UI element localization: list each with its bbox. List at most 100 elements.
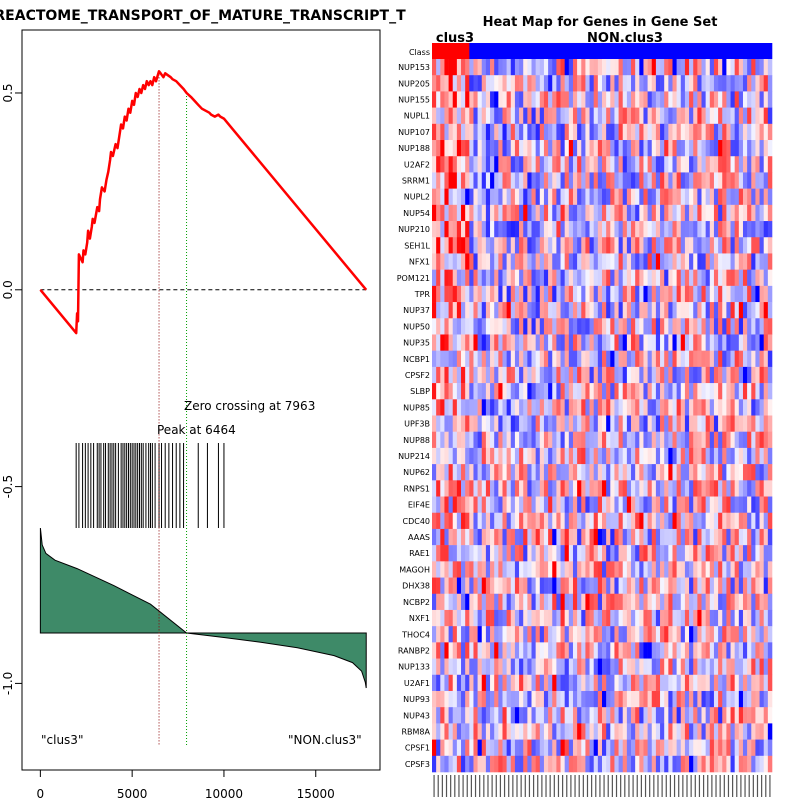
heatmap-cell [622, 383, 628, 400]
heatmap-cell [668, 285, 673, 303]
heatmap-cell [581, 156, 586, 173]
sample-column-tick [562, 775, 564, 797]
heatmap-cell [689, 204, 694, 222]
sample-column-tick [752, 775, 754, 797]
heatmap-cell [506, 545, 512, 562]
heatmap-cell [593, 75, 599, 92]
heatmap-cell [606, 75, 611, 92]
heatmap-cell [456, 366, 462, 384]
heatmap-cell [444, 107, 449, 125]
heatmap-cell [602, 707, 607, 724]
heatmap-cell [519, 609, 524, 627]
heatmap-cell [519, 528, 524, 546]
heatmap-cell [631, 172, 636, 189]
heatmap-cell [597, 350, 603, 368]
heatmap-cell [747, 383, 752, 400]
x-tick-label: 0 [37, 787, 45, 800]
heatmap-cell [730, 75, 735, 92]
heatmap-cell [444, 642, 449, 659]
heatmap-cell [680, 302, 686, 319]
heatmap-cell [531, 755, 536, 773]
heatmap-cell [589, 123, 595, 141]
heatmap-cell [444, 285, 449, 303]
heatmap-cell [701, 253, 706, 270]
sample-column-tick [669, 775, 672, 797]
heatmap-cell [751, 334, 756, 351]
sample-column-tick [732, 775, 734, 797]
heatmap-cell [631, 723, 636, 740]
heatmap-cell [502, 221, 507, 238]
heatmap-cell [701, 221, 706, 238]
heatmap-cell [626, 285, 632, 303]
heatmap-cell [639, 399, 644, 416]
heatmap-cell [668, 447, 673, 465]
heatmap-cell [481, 172, 487, 189]
heatmap-cell [610, 318, 615, 335]
heatmap-cell [461, 75, 466, 92]
heatmap-cell [722, 739, 727, 757]
heatmap-cell [631, 464, 636, 481]
heatmap-cell [494, 59, 499, 76]
heatmap-cell [614, 545, 619, 562]
heatmap-cell [647, 253, 653, 270]
heatmap-cell [506, 59, 512, 76]
heatmap-cell [477, 480, 483, 497]
heatmap-cell [469, 334, 474, 351]
heatmap-cell [713, 480, 719, 497]
heatmap-cell [577, 188, 582, 206]
heatmap-cell [564, 447, 570, 465]
heatmap-cell [465, 285, 470, 303]
heatmap-cell [701, 626, 706, 643]
heatmap-cell [705, 366, 711, 384]
heatmap-cell [767, 107, 773, 125]
heatmap-cell [742, 593, 748, 611]
heatmap-cell [697, 415, 702, 432]
sample-column-tick [591, 775, 593, 797]
heatmap-cell [498, 658, 503, 676]
heatmap-cell [660, 383, 665, 400]
gene-row-label: NUPL2 [404, 193, 430, 202]
heatmap-cell [722, 123, 727, 141]
heatmap-cell [568, 447, 574, 465]
heatmap-cell [631, 59, 636, 76]
heatmap-cell [473, 140, 478, 157]
heatmap-cell [589, 107, 595, 125]
sample-column-tick [450, 775, 452, 797]
heatmap-cell [552, 334, 557, 351]
heatmap-cell [560, 237, 565, 254]
heatmap-cell [514, 577, 520, 595]
heatmap-cell [481, 123, 487, 141]
heatmap-cell [535, 415, 541, 432]
heatmap-cell [461, 383, 466, 400]
heatmap-cell [597, 237, 603, 254]
heatmap-cell [498, 690, 503, 708]
heatmap-cell [593, 545, 599, 562]
heatmap-cell [572, 690, 578, 708]
heatmap-cell [689, 221, 694, 238]
heatmap-cell [519, 156, 524, 173]
heatmap-cell [767, 755, 773, 773]
heatmap-cell [481, 561, 487, 578]
heatmap-cell [622, 545, 628, 562]
heatmap-cell [738, 528, 744, 546]
heatmap-cell [432, 431, 437, 449]
heatmap-cell [643, 690, 648, 708]
heatmap-cell [730, 528, 735, 546]
heatmap-cell [572, 366, 578, 384]
heatmap-cell [763, 723, 769, 740]
heatmap-cell [572, 723, 578, 740]
heatmap-cell [767, 366, 773, 384]
heatmap-cell [469, 464, 474, 481]
heatmap-cell [465, 674, 470, 692]
heatmap-cell [581, 447, 586, 465]
heatmap-cell [502, 237, 507, 254]
heatmap-cell [635, 383, 640, 400]
heatmap-cell [481, 690, 487, 708]
heatmap-cell [647, 739, 653, 757]
heatmap-cell [684, 723, 690, 740]
heatmap-cell [722, 626, 727, 643]
heatmap-cell [523, 464, 528, 481]
heatmap-cell [610, 674, 615, 692]
heatmap-cell [552, 366, 557, 384]
heatmap-cell [527, 739, 532, 757]
